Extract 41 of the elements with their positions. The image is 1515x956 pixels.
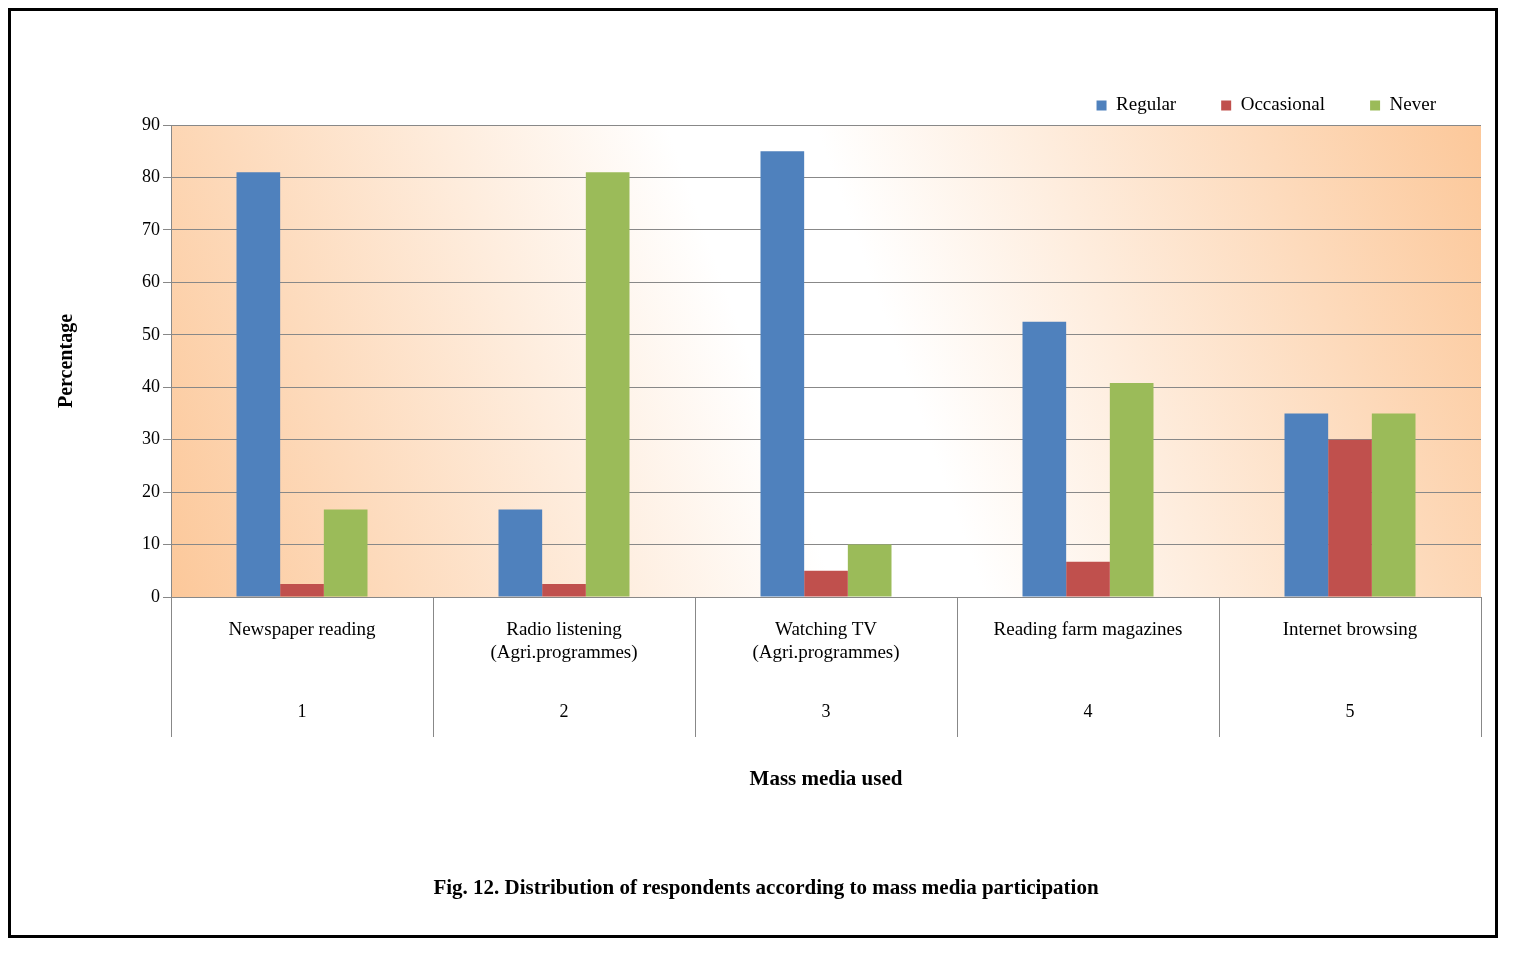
- text: 1: [297, 700, 307, 721]
- bar: [542, 583, 586, 597]
- text: 3: [821, 700, 831, 721]
- text: 5: [1345, 700, 1355, 721]
- y-tick-label: 80: [142, 166, 160, 187]
- bar: [1284, 413, 1329, 597]
- bar: [1328, 439, 1372, 597]
- bar: [1109, 383, 1154, 597]
- legend-label: Occasional: [1240, 93, 1326, 115]
- y-tick-label: 0: [151, 585, 160, 606]
- y-tick-label: 10: [142, 533, 160, 554]
- text: Fig. 12. Distribution of respondents according to mass media participation: [433, 874, 1099, 899]
- bar: [847, 544, 892, 597]
- bar: [804, 570, 848, 597]
- bar: [498, 509, 543, 597]
- bar: [280, 583, 324, 597]
- x-tick-label: Newspaper reading: [228, 618, 377, 640]
- y-tick-label: 50: [142, 323, 160, 344]
- bar: [236, 172, 281, 597]
- x-tick-label: Internet browsing: [1282, 618, 1418, 640]
- y-tick-label: 70: [142, 218, 160, 239]
- bar: [760, 151, 805, 597]
- text: 2: [559, 700, 569, 721]
- y-tick-label: 90: [142, 113, 160, 134]
- legend-label: Regular: [1116, 93, 1177, 115]
- x-axis-title: Mass media used: [749, 765, 903, 790]
- bar: [585, 172, 630, 597]
- x-tick-label: Reading farm magazines: [993, 618, 1183, 640]
- x-tick-label: Radio listening (Agri.programmes): [490, 618, 638, 664]
- bar: [1022, 321, 1067, 597]
- y-tick-label: 60: [142, 271, 160, 292]
- y-axis-title: Percentage: [54, 313, 78, 409]
- y-tick-label: 30: [142, 428, 160, 449]
- y-tick-label: 20: [142, 480, 160, 501]
- y-tick-label: 40: [142, 375, 160, 396]
- bar: [323, 509, 368, 597]
- bar: [1371, 413, 1416, 597]
- legend-label: Never: [1389, 93, 1437, 115]
- text: 4: [1083, 700, 1093, 721]
- bar: [1066, 561, 1110, 597]
- x-tick-label: Watching TV (Agri.programmes): [752, 618, 900, 664]
